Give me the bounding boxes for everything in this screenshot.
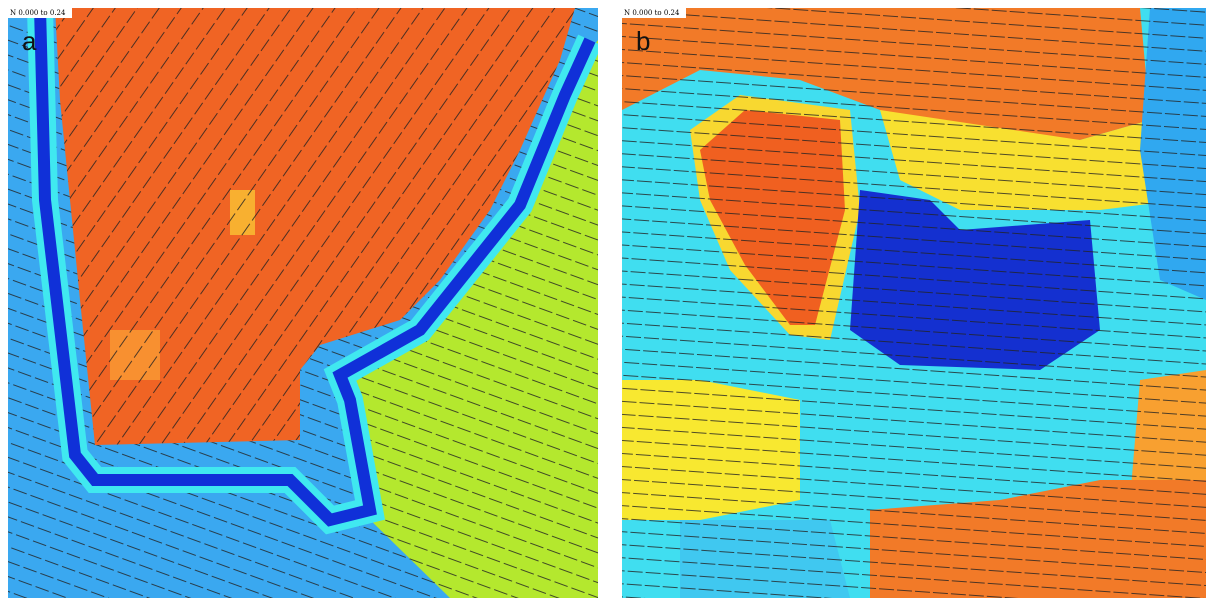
panel-label: b [636,26,650,56]
scale-label: N 0.000 to 0.24 [624,9,680,17]
panel-label: a [22,26,37,56]
scale-box [622,8,686,18]
scale-box [8,8,72,18]
scale-label: N 0.000 to 0.24 [10,9,66,17]
panel-b [622,8,1206,598]
panel-a [8,8,598,598]
